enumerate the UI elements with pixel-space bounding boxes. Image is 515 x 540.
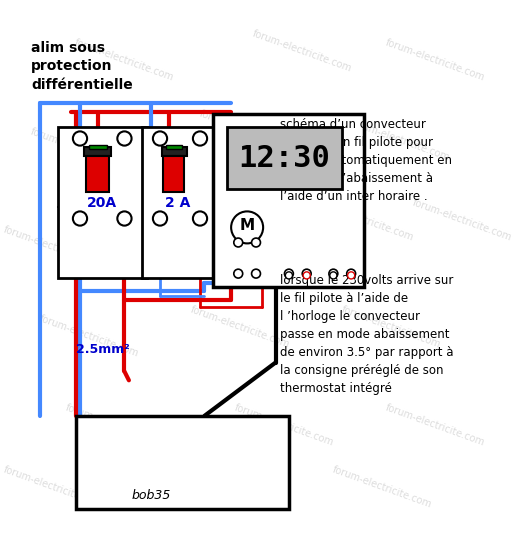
Text: forum-electricite.com: forum-electricite.com [251,29,353,74]
Text: forum-electricite.com: forum-electricite.com [411,198,513,243]
Circle shape [231,211,263,244]
Circle shape [347,269,355,278]
Text: lorsque le 230volts arrive sur
le fil pilote à l’aide de
l ’horloge le convecteu: lorsque le 230volts arrive sur le fil pi… [280,274,454,395]
Text: M: M [239,218,255,233]
Text: ⊗: ⊗ [119,212,130,225]
Text: forum-electricite.com: forum-electricite.com [385,402,487,448]
Text: forum-electricite.com: forum-electricite.com [349,118,451,163]
Circle shape [329,269,338,278]
Text: 12:30: 12:30 [238,144,331,173]
Text: ⊗: ⊗ [252,269,260,278]
Circle shape [303,272,310,279]
Text: forum-electricite.com: forum-electricite.com [2,464,105,510]
Text: ⊗: ⊗ [330,269,337,278]
FancyBboxPatch shape [227,127,342,189]
Circle shape [284,269,294,278]
Circle shape [193,211,207,226]
Circle shape [302,269,311,278]
Text: 2 A: 2 A [165,195,191,210]
Text: forum-electricite.com: forum-electricite.com [38,313,140,359]
Text: ⊗: ⊗ [75,132,85,145]
FancyBboxPatch shape [84,147,111,156]
FancyBboxPatch shape [89,145,107,149]
Circle shape [193,131,207,146]
Text: forum-electricite.com: forum-electricite.com [233,402,335,448]
Text: schéma d’un convecteur
équipé d’un fil pilote pour
passer  automatiquement en
pé: schéma d’un convecteur équipé d’un fil p… [280,118,452,203]
Circle shape [153,131,167,146]
Circle shape [117,131,131,146]
Circle shape [251,269,261,278]
Circle shape [117,211,131,226]
Circle shape [234,269,243,278]
Text: forum-electricite.com: forum-electricite.com [189,305,291,349]
FancyBboxPatch shape [166,145,182,149]
Text: forum-electricite.com: forum-electricite.com [331,464,433,510]
Text: bob35: bob35 [131,489,171,502]
Text: ⊗: ⊗ [119,132,130,145]
Text: forum-electricite.com: forum-electricite.com [198,109,300,154]
Circle shape [251,238,261,247]
FancyBboxPatch shape [142,127,213,278]
Text: ⊗: ⊗ [348,269,355,278]
Text: ⊗: ⊗ [303,269,310,278]
Text: forum-electricite.com: forum-electricite.com [340,305,442,349]
Text: forum-electricite.com: forum-electricite.com [153,206,255,252]
Text: ⊗: ⊗ [235,269,242,278]
Text: forum-electricite.com: forum-electricite.com [385,38,487,83]
Text: ⊗: ⊗ [154,132,165,145]
Text: alim sous
protection
différentielle: alim sous protection différentielle [31,40,133,91]
Text: ⊗: ⊗ [235,238,242,247]
Text: 20A: 20A [87,195,117,210]
Text: forum-electricite.com: forum-electricite.com [74,38,176,83]
FancyBboxPatch shape [213,113,365,287]
Circle shape [73,211,87,226]
Text: ⊗: ⊗ [195,212,205,225]
Text: 2.5mm²: 2.5mm² [76,343,129,356]
Text: ⊗: ⊗ [195,132,205,145]
Circle shape [234,238,243,247]
FancyBboxPatch shape [76,416,289,509]
FancyBboxPatch shape [86,156,109,192]
Circle shape [73,131,87,146]
FancyBboxPatch shape [163,156,184,192]
FancyBboxPatch shape [58,127,147,278]
Circle shape [285,272,293,279]
Text: ⊗: ⊗ [252,238,260,247]
Circle shape [330,272,337,279]
Text: forum-electricite.com: forum-electricite.com [314,198,416,243]
Text: ⊗: ⊗ [285,269,293,278]
FancyBboxPatch shape [162,147,186,156]
Circle shape [153,211,167,226]
Text: forum-electricite.com: forum-electricite.com [153,464,255,510]
Text: ⊗: ⊗ [75,212,85,225]
Text: ⊗: ⊗ [154,212,165,225]
Text: forum-electricite.com: forum-electricite.com [29,126,131,172]
Text: forum-electricite.com: forum-electricite.com [64,402,166,448]
Text: forum-electricite.com: forum-electricite.com [2,224,105,269]
Circle shape [348,272,355,279]
